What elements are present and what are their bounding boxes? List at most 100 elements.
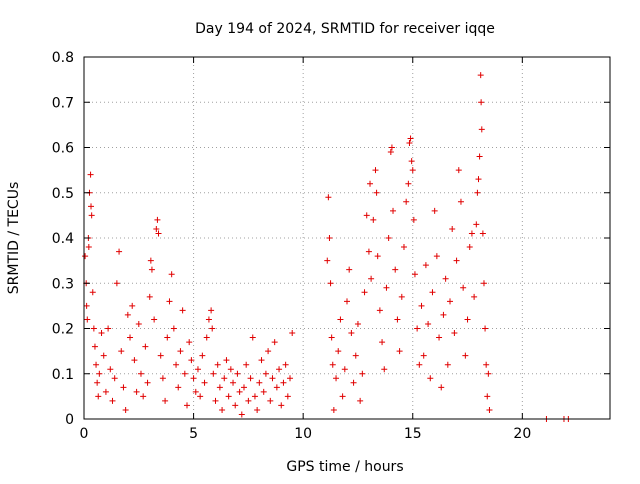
data-point <box>240 384 247 391</box>
data-point <box>477 72 484 79</box>
data-point <box>129 302 136 309</box>
data-point <box>154 216 161 223</box>
data-point <box>166 298 173 305</box>
data-point <box>116 248 123 255</box>
data-point <box>208 307 215 314</box>
data-point <box>135 320 142 327</box>
data-point <box>153 225 160 232</box>
data-point <box>466 244 473 251</box>
data-point <box>392 266 399 273</box>
data-point <box>374 253 381 260</box>
y-tick-label: 0.8 <box>52 50 74 66</box>
data-point <box>483 361 490 368</box>
data-point <box>137 370 144 377</box>
data-point <box>484 393 491 400</box>
data-point <box>478 99 485 106</box>
data-point <box>267 397 274 404</box>
data-point <box>457 198 464 205</box>
y-tick-label: 0 <box>65 412 74 428</box>
data-point <box>396 348 403 355</box>
data-point <box>381 366 388 373</box>
data-point <box>164 334 171 341</box>
data-point <box>398 293 405 300</box>
data-point <box>89 289 96 296</box>
data-point <box>109 397 116 404</box>
data-point <box>197 393 204 400</box>
data-point <box>203 334 210 341</box>
data-point <box>249 334 256 341</box>
data-point <box>367 180 374 187</box>
data-point <box>162 397 169 404</box>
data-point <box>201 379 208 386</box>
data-point <box>225 393 232 400</box>
data-point <box>289 330 296 337</box>
data-point <box>111 375 118 382</box>
data-point <box>473 221 480 228</box>
data-point <box>324 257 331 264</box>
data-point <box>478 126 485 133</box>
data-point <box>429 289 436 296</box>
data-point <box>278 402 285 409</box>
data-point <box>440 311 447 318</box>
data-point <box>82 253 89 260</box>
data-point <box>480 280 487 287</box>
data-point <box>372 167 379 174</box>
data-point <box>170 325 177 332</box>
data-point <box>373 189 380 196</box>
data-point <box>87 171 94 178</box>
data-point <box>442 275 449 282</box>
data-point <box>403 198 410 205</box>
data-point <box>98 330 105 337</box>
data-point <box>468 230 475 237</box>
data-point <box>327 280 334 287</box>
x-axis-label: GPS time / hours <box>286 459 403 475</box>
y-tick-label: 0.7 <box>52 95 74 111</box>
data-point <box>84 316 91 323</box>
data-points <box>82 72 572 422</box>
data-point <box>418 302 425 309</box>
chart-title: Day 194 of 2024, SRMTID for receiver iqq… <box>195 21 495 37</box>
data-point <box>223 357 230 364</box>
data-point <box>427 375 434 382</box>
data-point <box>462 352 469 359</box>
data-point <box>325 194 332 201</box>
data-point <box>453 257 460 264</box>
data-point <box>346 266 353 273</box>
data-point <box>408 158 415 165</box>
data-point <box>409 167 416 174</box>
data-point <box>232 402 239 409</box>
data-point <box>444 361 451 368</box>
data-point <box>350 379 357 386</box>
data-point <box>105 325 112 332</box>
data-point <box>482 325 489 332</box>
data-point <box>376 307 383 314</box>
data-point <box>88 203 95 210</box>
data-point <box>420 352 427 359</box>
data-point <box>354 320 361 327</box>
data-point <box>157 352 164 359</box>
data-point <box>451 330 458 337</box>
data-point <box>368 275 375 282</box>
data-point <box>359 370 366 377</box>
data-point <box>120 384 127 391</box>
data-point <box>449 225 456 232</box>
data-point <box>192 388 199 395</box>
data-point <box>400 244 407 251</box>
data-point <box>387 149 394 156</box>
data-point <box>236 388 243 395</box>
data-point <box>341 366 348 373</box>
data-point <box>131 357 138 364</box>
x-tick-label: 20 <box>513 426 531 442</box>
data-point <box>460 284 467 291</box>
data-point <box>265 348 272 355</box>
data-point <box>100 352 107 359</box>
data-point <box>431 207 438 214</box>
data-point <box>269 375 276 382</box>
data-point <box>357 397 364 404</box>
data-point <box>416 361 423 368</box>
data-point <box>212 397 219 404</box>
data-point <box>95 393 102 400</box>
data-point <box>476 153 483 160</box>
data-point <box>190 375 197 382</box>
